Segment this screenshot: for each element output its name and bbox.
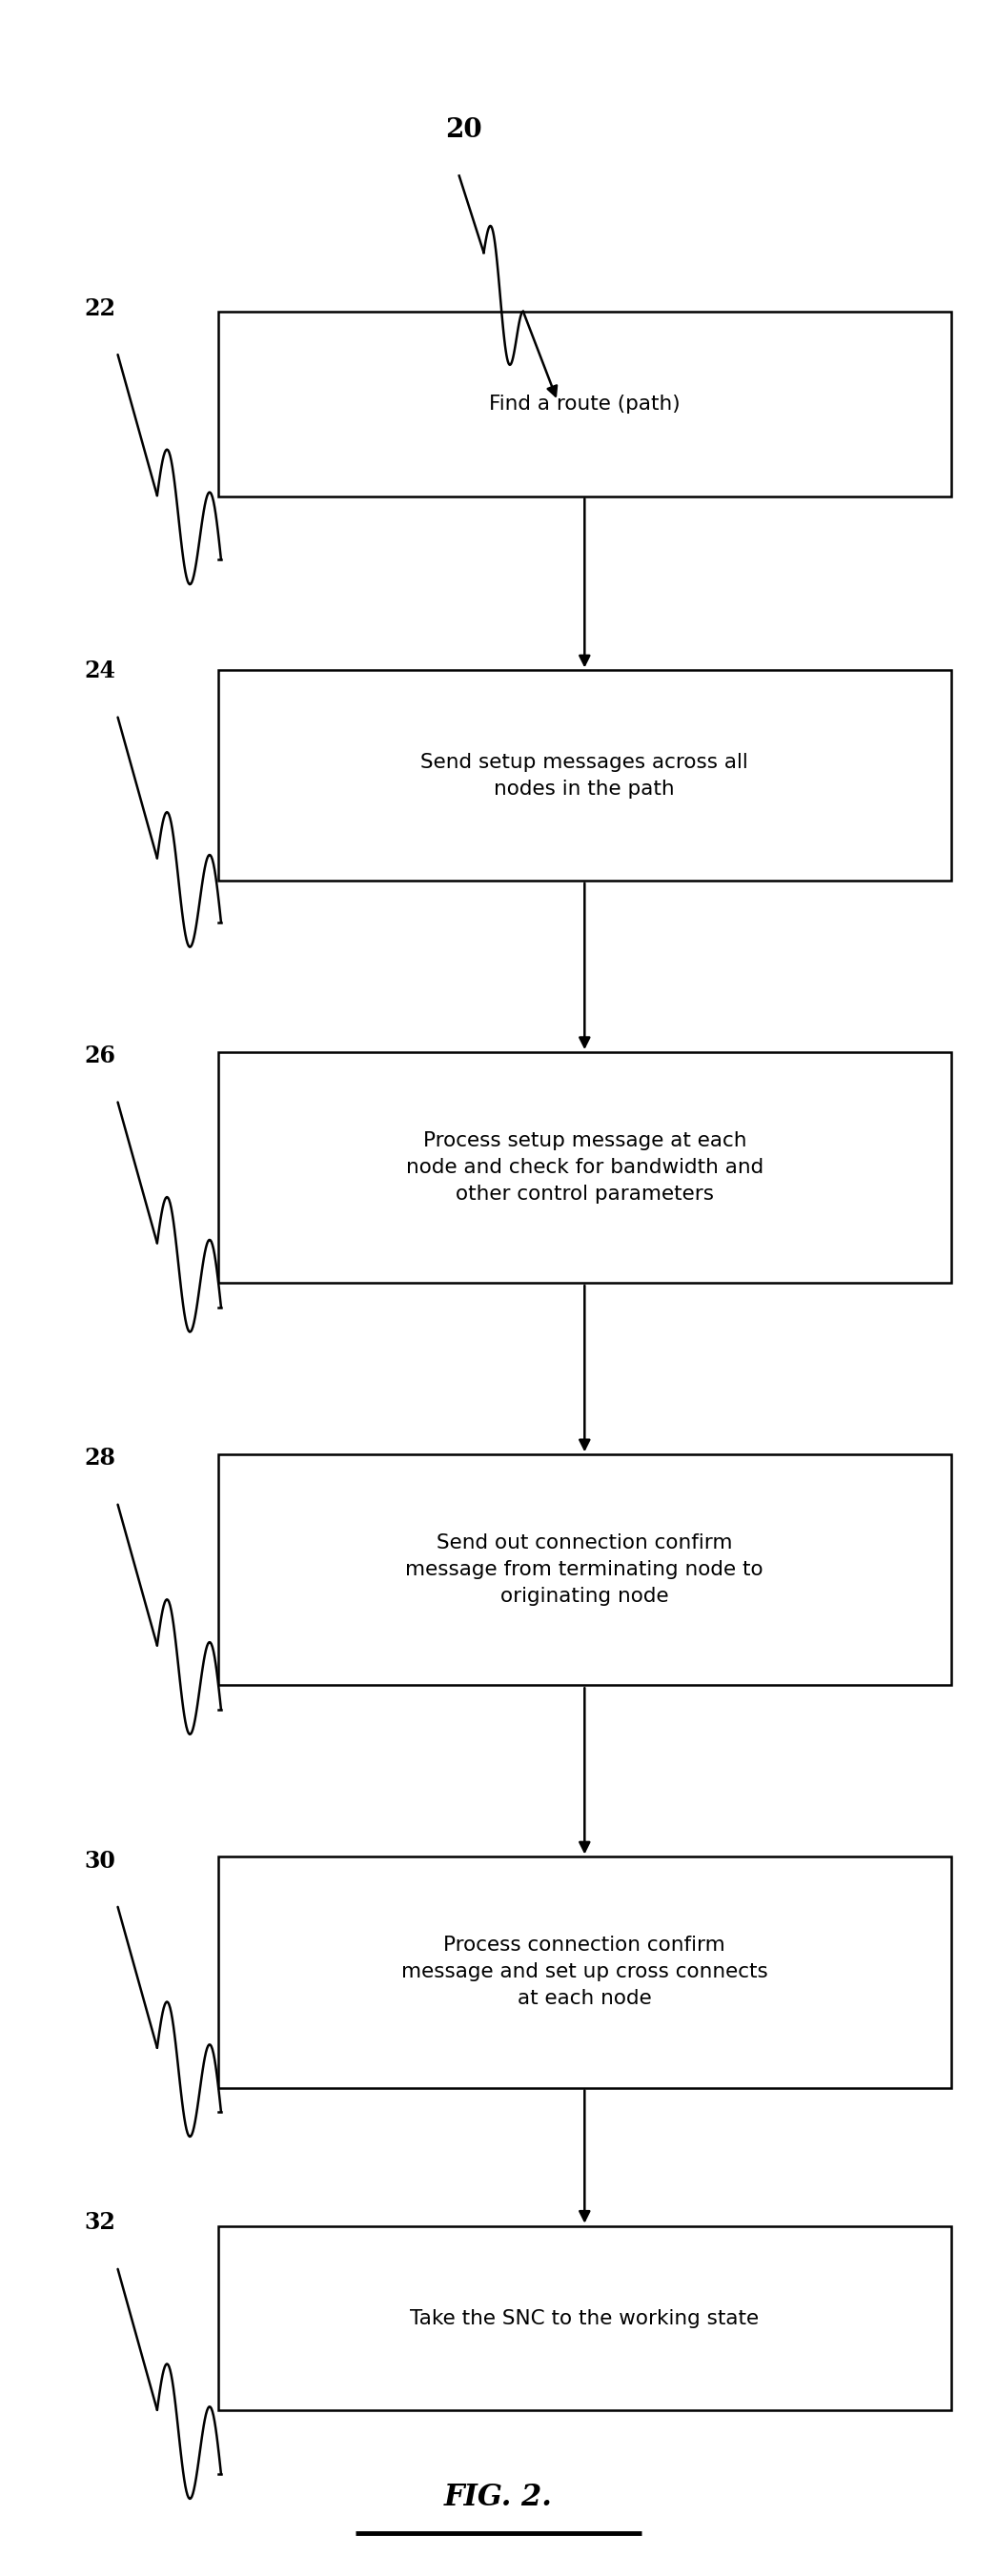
Text: Take the SNC to the working state: Take the SNC to the working state bbox=[410, 2308, 759, 2329]
Text: Send setup messages across all
nodes in the path: Send setup messages across all nodes in … bbox=[421, 752, 749, 799]
Text: Send out connection confirm
message from terminating node to
originating node: Send out connection confirm message from… bbox=[406, 1533, 764, 1605]
Text: Process setup message at each
node and check for bandwidth and
other control par: Process setup message at each node and c… bbox=[406, 1131, 764, 1203]
Bar bbox=[218, 312, 951, 497]
Text: Process connection confirm
message and set up cross connects
at each node: Process connection confirm message and s… bbox=[401, 1937, 768, 2009]
Text: 24: 24 bbox=[85, 659, 116, 683]
Bar bbox=[218, 1051, 951, 1283]
Text: 20: 20 bbox=[446, 116, 483, 142]
Text: 32: 32 bbox=[85, 2210, 116, 2233]
Text: 28: 28 bbox=[85, 1448, 116, 1471]
Text: 22: 22 bbox=[85, 296, 116, 319]
Bar bbox=[218, 670, 951, 881]
Text: 26: 26 bbox=[85, 1046, 116, 1066]
Bar bbox=[218, 1857, 951, 2087]
Text: FIG. 2.: FIG. 2. bbox=[445, 2483, 552, 2512]
Bar bbox=[218, 2226, 951, 2411]
Text: Find a route (path): Find a route (path) bbox=[489, 394, 680, 412]
Bar bbox=[218, 1455, 951, 1685]
Text: 30: 30 bbox=[85, 1850, 116, 1873]
